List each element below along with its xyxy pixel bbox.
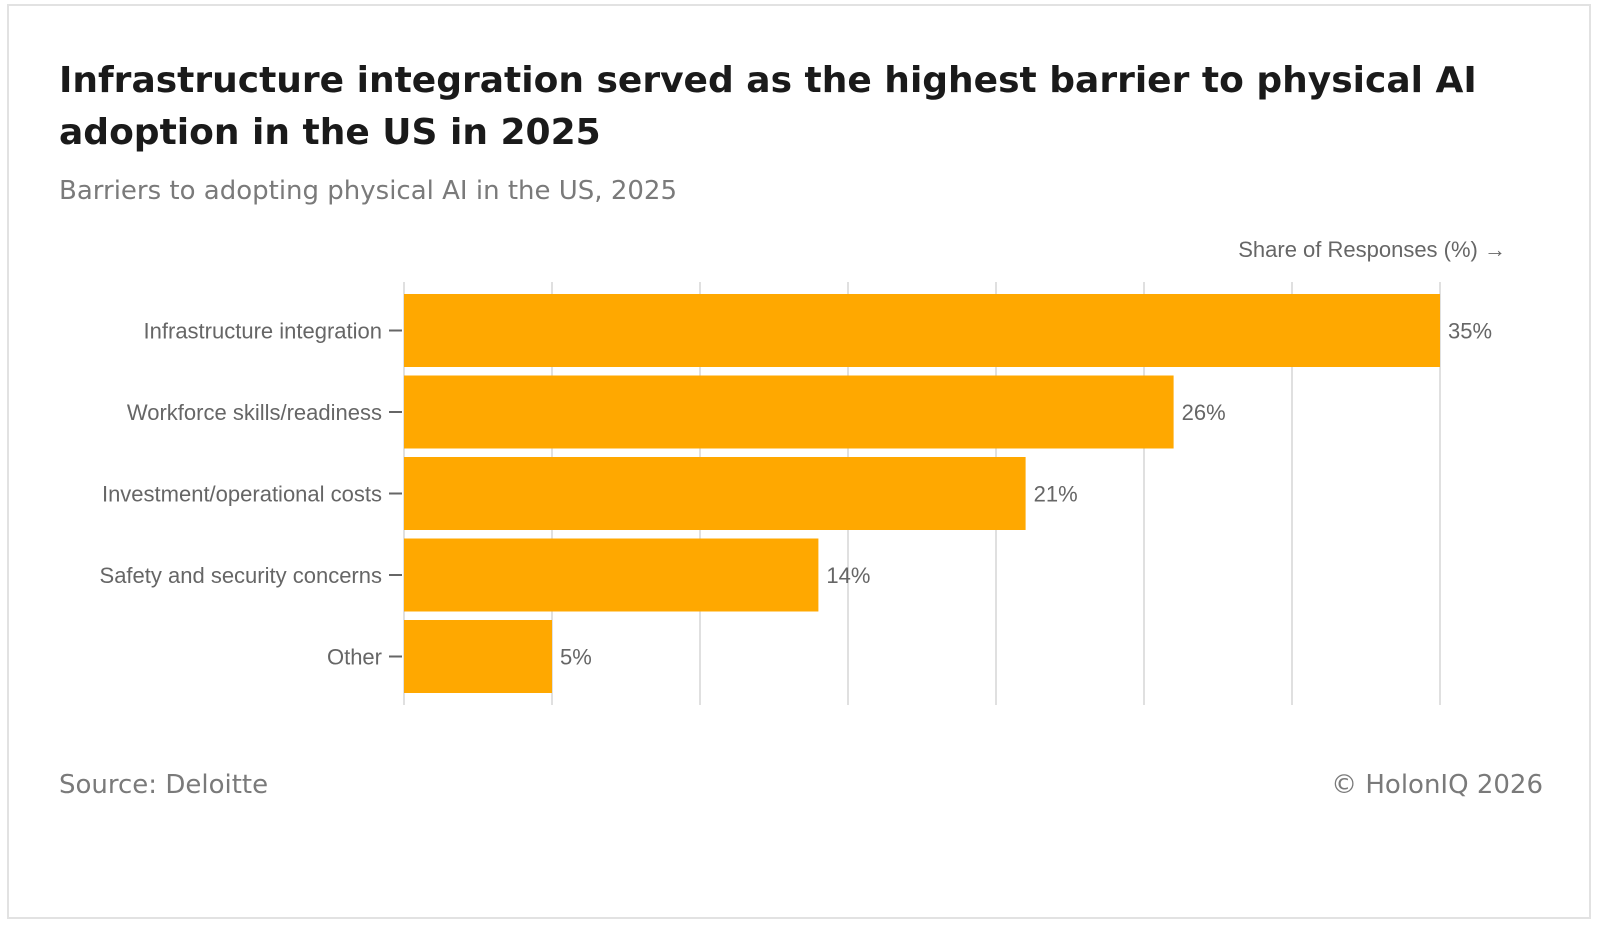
value-label: 5% <box>560 645 592 670</box>
value-label: 14% <box>826 563 870 588</box>
source-note: Source: Deloitte <box>59 770 269 800</box>
bar <box>404 375 1174 449</box>
bar <box>404 457 1026 530</box>
x-axis-title: Share of Responses (%) → <box>1238 237 1506 262</box>
category-label: Safety and security concerns <box>100 563 382 588</box>
chart-title: Infrastructure integration served as the… <box>59 60 1477 153</box>
chart-subtitle: Barriers to adopting physical AI in the … <box>59 176 677 206</box>
category-label: Investment/operational costs <box>102 482 382 507</box>
category-label: Infrastructure integration <box>144 319 382 344</box>
bar <box>404 620 552 693</box>
value-label: 21% <box>1034 482 1078 507</box>
category-label: Other <box>327 645 382 670</box>
copyright-note: © HolonIQ 2026 <box>1331 770 1543 800</box>
category-label: Workforce skills/readiness <box>127 400 382 425</box>
labels: Infrastructure integration 35% Workforce s… <box>100 319 1493 670</box>
value-label: 35% <box>1448 319 1492 344</box>
value-label: 26% <box>1182 400 1226 425</box>
bars <box>404 294 1440 693</box>
bar <box>404 538 819 612</box>
bar <box>404 294 1440 367</box>
